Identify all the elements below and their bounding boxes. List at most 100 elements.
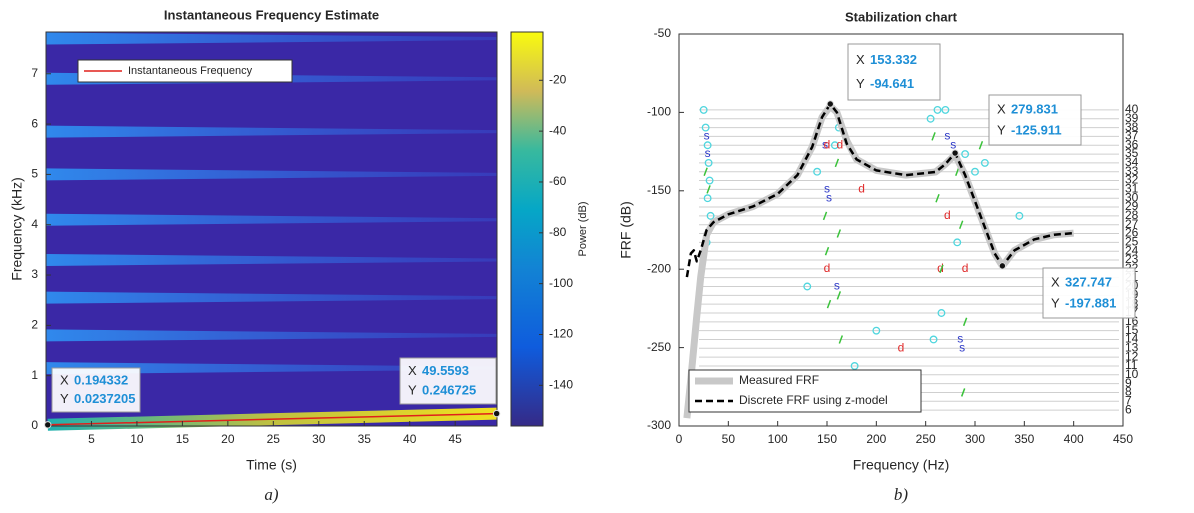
pole-tick (955, 167, 960, 176)
colorbar-tick-label: -140 (549, 378, 573, 392)
datatip-x-value: 0.194332 (74, 373, 128, 388)
pole-symbol: s (824, 182, 830, 196)
pole-symbol: s (704, 129, 710, 143)
datatip-y-value: -125.911 (1011, 122, 1062, 137)
harmonic-ridge (46, 213, 497, 226)
datatip-y-label: Y (997, 122, 1006, 137)
pole-circle (941, 105, 950, 114)
pole-circle (850, 362, 859, 370)
pole-symbol: s (950, 137, 956, 151)
datatip-x-label: X (856, 52, 865, 67)
pole-symbol: d (937, 261, 944, 275)
pole-circle (830, 141, 839, 150)
x-tick-label: 400 (1064, 432, 1084, 446)
y-tick-label: 5 (31, 167, 38, 181)
pole-circle (704, 158, 713, 167)
line (685, 102, 1074, 278)
x-tick-label: 0 (676, 432, 683, 446)
harmonic-ridge (46, 32, 497, 45)
datatip-point (826, 100, 834, 108)
legend-label: Discrete FRF using z-model (739, 393, 888, 407)
datatip-y-label: Y (1051, 295, 1060, 310)
y-tick-label: 7 (31, 66, 38, 80)
datatip-y-value: -94.641 (870, 76, 914, 91)
x-tick-label: 35 (358, 432, 372, 446)
x-tick-label: 350 (1014, 432, 1034, 446)
pole-circle (703, 194, 712, 203)
pole-tick (838, 335, 844, 344)
pole-symbol: s (834, 279, 840, 293)
y-tick-label: -50 (654, 26, 672, 40)
legend-label: Measured FRF (739, 373, 819, 387)
y2-tick-label: 24 (1125, 243, 1139, 257)
x-tick-label: 300 (965, 432, 985, 446)
datatip-x-label: X (1051, 274, 1060, 289)
pole-circle (706, 211, 715, 220)
y2-tick-label: 28 (1125, 208, 1139, 222)
x-tick-label: 20 (221, 432, 235, 446)
pole-tick (836, 229, 842, 238)
y-tick-label: -250 (647, 340, 671, 354)
y2-tick-label: 35 (1125, 146, 1139, 160)
y2-tick-label: 9 (1125, 376, 1132, 390)
pole-tick (822, 211, 828, 221)
pole-symbol: d (962, 261, 969, 275)
y2-tick-label: 38 (1125, 120, 1139, 134)
x-tick-label: 50 (722, 432, 736, 446)
pole-symbol: s (957, 332, 963, 346)
plot-frame (45, 31, 498, 427)
y-axis-label: Frequency (kHz) (9, 177, 25, 280)
pole-circle (1015, 211, 1024, 220)
colorbar-label: Power (dB) (577, 201, 589, 256)
y-tick-label: 6 (31, 116, 38, 130)
y2-tick-label: 39 (1125, 111, 1139, 125)
datatip-y-label: Y (856, 76, 865, 91)
datatip-box (847, 43, 941, 101)
harmonic-ridge (46, 253, 497, 266)
y2-tick-label: 8 (1125, 385, 1132, 399)
datatip-x-value: 49.5593 (422, 363, 469, 378)
datatip-point (998, 262, 1007, 270)
caption: a) (264, 485, 279, 504)
y2-tick-label: 36 (1125, 137, 1139, 151)
x-tick-label: 45 (448, 432, 462, 446)
pole-circle (872, 326, 881, 335)
pole-symbol: s (959, 340, 965, 354)
x-tick-label: 30 (312, 432, 326, 446)
datatip-box (51, 367, 141, 413)
datatip-box (1042, 267, 1136, 319)
line (47, 412, 497, 426)
datatip-x-value: 327.747 (1065, 274, 1112, 289)
y2-tick-label: 25 (1125, 235, 1139, 249)
datatip-point (492, 409, 501, 418)
datatip-point (44, 421, 52, 429)
pole-tick (962, 317, 968, 327)
y2-tick-label: 7 (1125, 393, 1132, 407)
y2-tick-label: 26 (1125, 226, 1139, 240)
datatip-box (988, 94, 1082, 146)
harmonic-ridge (46, 125, 497, 138)
y2-tick-label: 27 (1125, 217, 1139, 231)
pole-symbol: d (944, 208, 951, 222)
pole-tick (935, 193, 940, 203)
colorbar-tick-label: -40 (549, 123, 567, 137)
chart-title: Instantaneous Frequency Estimate (164, 7, 379, 22)
pole-circle (953, 238, 962, 247)
pole-tick (978, 140, 984, 150)
x-axis-label: Time (s) (246, 457, 297, 473)
y-tick-label: -200 (647, 261, 671, 275)
pole-tick (960, 388, 966, 397)
pole-circle (703, 141, 712, 150)
pole-symbol: s (826, 190, 832, 204)
pole-symbol: s (944, 129, 950, 143)
x-tick-label: 150 (817, 432, 837, 446)
datatip-x-value: 153.332 (870, 52, 917, 67)
y2-tick-label: 31 (1125, 182, 1139, 196)
pole-circle (705, 176, 714, 185)
pole-tick (958, 220, 964, 229)
pole-symbol: d (836, 137, 843, 151)
pole-circle (701, 123, 710, 132)
colorbar-tick-label: -20 (549, 72, 567, 86)
